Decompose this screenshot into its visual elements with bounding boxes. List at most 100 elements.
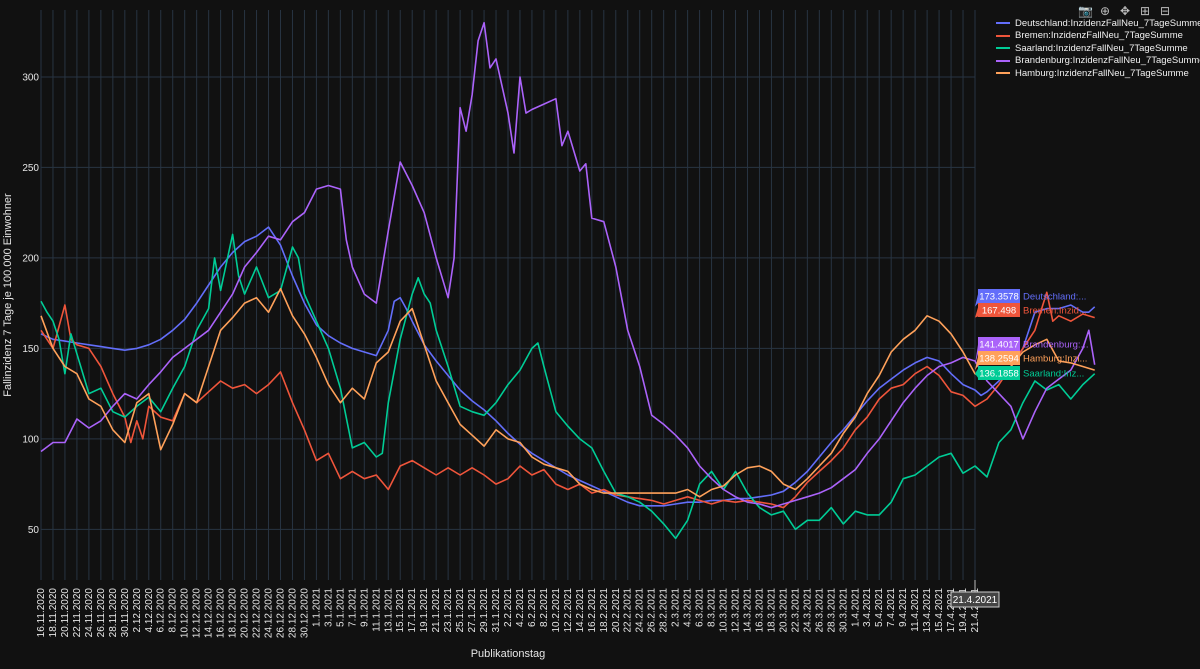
x-tick-label: 10.3.2021 xyxy=(719,588,730,633)
legend-swatch xyxy=(996,59,1010,62)
legend-item-hamburg[interactable]: Hamburg:InzidenzFallNeu_7TageSumme xyxy=(996,67,1196,80)
pan-icon[interactable]: ✥ xyxy=(1119,4,1131,18)
x-tick-label: 24.12.2020 xyxy=(264,588,275,638)
x-tick-label: 7.4.2021 xyxy=(886,588,897,627)
x-tick-label: 21.1.2021 xyxy=(431,588,442,633)
x-tick-label: 9.1.2021 xyxy=(359,588,370,627)
hover-value: 173.3578 xyxy=(979,292,1019,303)
x-tick-label: 5.4.2021 xyxy=(874,588,885,627)
x-tick-label: 26.2.2021 xyxy=(647,588,658,633)
x-tick-label: 2.3.2021 xyxy=(671,588,682,627)
x-tick-label: 14.3.2021 xyxy=(742,588,753,633)
zoom-icon[interactable]: ⊕ xyxy=(1099,4,1111,18)
legend-item-deutschland[interactable]: Deutschland:InzidenzFallNeu_7TageSumme xyxy=(996,17,1200,30)
legend-swatch xyxy=(996,47,1010,50)
x-tick-label: 4.12.2020 xyxy=(144,588,155,633)
x-tick-label: 24.3.2021 xyxy=(802,588,813,633)
x-tick-label: 8.3.2021 xyxy=(707,588,718,627)
legend-item-bremen[interactable]: Bremen:InzidenzFallNeu_7TageSumme xyxy=(996,30,1196,43)
legend-item-brandenburg[interactable]: Brandenburg:InzidenzFallNeu_7TageSumme xyxy=(996,55,1200,68)
x-tick-label: 17.1.2021 xyxy=(407,588,418,633)
x-tick-label: 23.1.2021 xyxy=(443,588,454,633)
x-tick-label: 22.11.2020 xyxy=(72,588,83,638)
x-tick-label: 22.2.2021 xyxy=(623,588,634,633)
x-tick-label: 25.1.2021 xyxy=(455,588,466,633)
x-tick-label: 30.3.2021 xyxy=(838,588,849,633)
x-tick-label: 24.11.2020 xyxy=(84,588,95,638)
x-tick-label: 6.2.2021 xyxy=(527,588,538,627)
x-tick-label: 3.4.2021 xyxy=(862,588,873,627)
legend-swatch xyxy=(996,22,1010,25)
y-tick-label: 50 xyxy=(28,525,40,536)
legend-label: Bremen:InzidenzFallNeu_7TageSumme xyxy=(1015,30,1183,42)
x-tick-label: 21.4.2021 xyxy=(970,588,981,633)
x-tick-label: 13.1.2021 xyxy=(383,588,394,633)
x-tick-label: 10.12.2020 xyxy=(180,588,191,638)
series-line-hamburg[interactable] xyxy=(40,287,1095,498)
hover-series-name: Saarland:Inz... xyxy=(1023,369,1084,380)
x-tick-label: 12.2.2021 xyxy=(563,588,574,633)
x-tick-label: 27.1.2021 xyxy=(467,588,478,633)
x-tick-label: 5.1.2021 xyxy=(335,588,346,627)
x-tick-label: 9.4.2021 xyxy=(898,588,909,627)
hover-pointer xyxy=(975,338,979,365)
x-tick-label: 18.11.2020 xyxy=(48,588,59,638)
x-tick-label: 16.11.2020 xyxy=(36,588,47,638)
y-tick-label: 100 xyxy=(22,434,39,445)
x-tick-label: 16.2.2021 xyxy=(587,588,598,633)
x-tick-label: 7.1.2021 xyxy=(347,588,358,627)
x-tick-label: 24.2.2021 xyxy=(635,588,646,633)
hover-label: 136.1858 Saarland:Inz... xyxy=(975,366,1084,380)
hover-value-box xyxy=(978,366,1020,380)
x-tick-label: 2.2.2021 xyxy=(503,588,514,627)
hover-series-name: Hamburg:Inzi... xyxy=(1023,354,1087,365)
x-tick-label: 18.3.2021 xyxy=(766,588,777,633)
zoom-out-icon[interactable]: ⊟ xyxy=(1159,4,1171,18)
y-tick-label: 200 xyxy=(22,253,39,264)
series-line-brandenburg[interactable] xyxy=(40,21,1096,509)
zoom-in-icon[interactable]: ⊞ xyxy=(1139,4,1151,18)
x-tick-label: 1.4.2021 xyxy=(850,588,861,627)
x-tick-label: 13.4.2021 xyxy=(922,588,933,633)
modebar: 📷 ⊕ ✥ ⊞ ⊟ xyxy=(1078,4,1172,18)
x-tick-label: 28.11.2020 xyxy=(108,588,119,638)
x-tick-label: 26.3.2021 xyxy=(814,588,825,633)
hover-label: 173.3578 Deutschland:... xyxy=(975,289,1086,307)
hover-series-name: Bremen:Inzid... xyxy=(1023,306,1087,317)
x-tick-label: 28.2.2021 xyxy=(659,588,670,633)
hover-value-box xyxy=(978,289,1020,303)
x-tick-label: 19.1.2021 xyxy=(419,588,430,633)
x-tick-label: 18.2.2021 xyxy=(599,588,610,633)
y-tick-label: 250 xyxy=(22,163,39,174)
y-axis-title: Fallinzidenz 7 Tage je 100.000 Einwohner xyxy=(2,193,14,397)
x-tick-label: 26.12.2020 xyxy=(275,588,286,638)
x-tick-label: 12.12.2020 xyxy=(192,588,203,638)
x-tick-label: 4.3.2021 xyxy=(683,588,694,627)
x-tick-label: 20.3.2021 xyxy=(778,588,789,633)
x-tick-label: 12.3.2021 xyxy=(731,588,742,633)
x-tick-label: 22.12.2020 xyxy=(252,588,263,638)
x-tick-label: 28.12.2020 xyxy=(287,588,298,638)
hover-label: 167.498 Bremen:Inzid... xyxy=(975,303,1087,318)
x-tick-label: 3.1.2021 xyxy=(323,588,334,627)
x-tick-label: 8.2.2021 xyxy=(539,588,550,627)
legend-item-saarland[interactable]: Saarland:InzidenzFallNeu_7TageSumme xyxy=(996,42,1196,55)
camera-icon[interactable]: 📷 xyxy=(1078,4,1093,18)
x-tick-label: 20.11.2020 xyxy=(60,588,71,638)
hover-label: 138.2594 Hamburg:Inzi... xyxy=(975,351,1087,371)
hover-value: 167.498 xyxy=(982,306,1016,317)
legend-swatch xyxy=(996,34,1010,37)
hover-x-box xyxy=(950,591,1000,608)
x-tick-label: 30.11.2020 xyxy=(120,588,131,638)
x-tick-label: 22.3.2021 xyxy=(790,588,801,633)
x-tick-label: 1.1.2021 xyxy=(311,588,322,627)
x-tick-label: 6.3.2021 xyxy=(695,588,706,627)
hover-series-name: Brandenburg:... xyxy=(1023,340,1089,351)
x-tick-label: 16.3.2021 xyxy=(754,588,765,633)
series-line-saarland[interactable] xyxy=(40,233,1096,540)
hover-series-name: Deutschland:... xyxy=(1023,292,1086,303)
legend: Deutschland:InzidenzFallNeu_7TageSumme B… xyxy=(996,17,1200,80)
x-tick-label: 4.2.2021 xyxy=(515,588,526,627)
